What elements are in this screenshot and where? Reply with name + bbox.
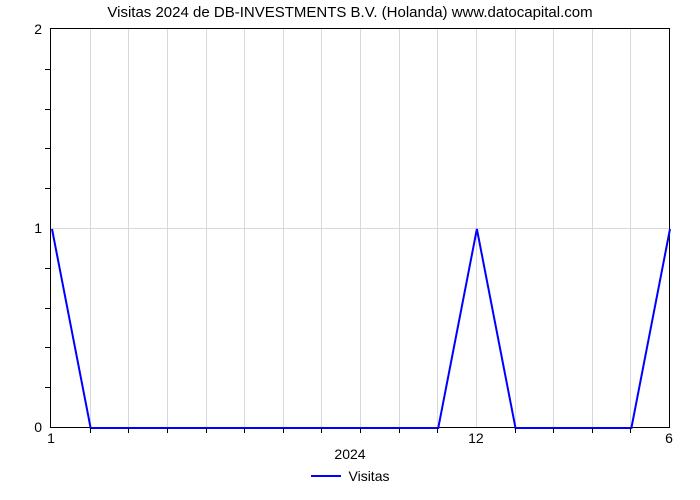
x-minor-tick xyxy=(630,428,631,433)
y-minor-tick xyxy=(45,188,50,189)
legend-label: Visitas xyxy=(349,468,390,484)
x-axis-label: 2024 xyxy=(0,446,700,462)
x-tick-label: 1 xyxy=(47,430,55,446)
y-minor-tick xyxy=(45,308,50,309)
legend: Visitas xyxy=(0,468,700,484)
x-minor-tick xyxy=(244,428,245,433)
x-minor-tick xyxy=(206,428,207,433)
y-tick-label: 1 xyxy=(34,220,42,236)
visits-chart: Visitas 2024 de DB-INVESTMENTS B.V. (Hol… xyxy=(0,0,700,500)
x-minor-tick xyxy=(553,428,554,433)
x-minor-tick xyxy=(592,428,593,433)
x-minor-tick xyxy=(128,428,129,433)
y-tick-label: 0 xyxy=(34,419,42,435)
x-minor-tick xyxy=(515,428,516,433)
y-minor-tick xyxy=(45,387,50,388)
x-minor-tick xyxy=(167,428,168,433)
y-minor-tick xyxy=(45,69,50,70)
y-tick-label: 2 xyxy=(34,21,42,37)
chart-title: Visitas 2024 de DB-INVESTMENTS B.V. (Hol… xyxy=(0,4,700,21)
x-minor-tick xyxy=(360,428,361,433)
x-minor-tick xyxy=(283,428,284,433)
x-minor-tick xyxy=(321,428,322,433)
x-minor-tick xyxy=(90,428,91,433)
y-minor-tick xyxy=(45,268,50,269)
x-minor-tick xyxy=(399,428,400,433)
x-tick-label: 6 xyxy=(665,430,673,446)
y-minor-tick xyxy=(45,109,50,110)
x-minor-tick xyxy=(437,428,438,433)
y-minor-tick xyxy=(45,148,50,149)
y-minor-tick xyxy=(45,347,50,348)
plot-area xyxy=(50,28,670,428)
line-series-visitas xyxy=(51,29,671,429)
x-tick-label: 12 xyxy=(468,430,484,446)
legend-swatch xyxy=(311,475,341,477)
